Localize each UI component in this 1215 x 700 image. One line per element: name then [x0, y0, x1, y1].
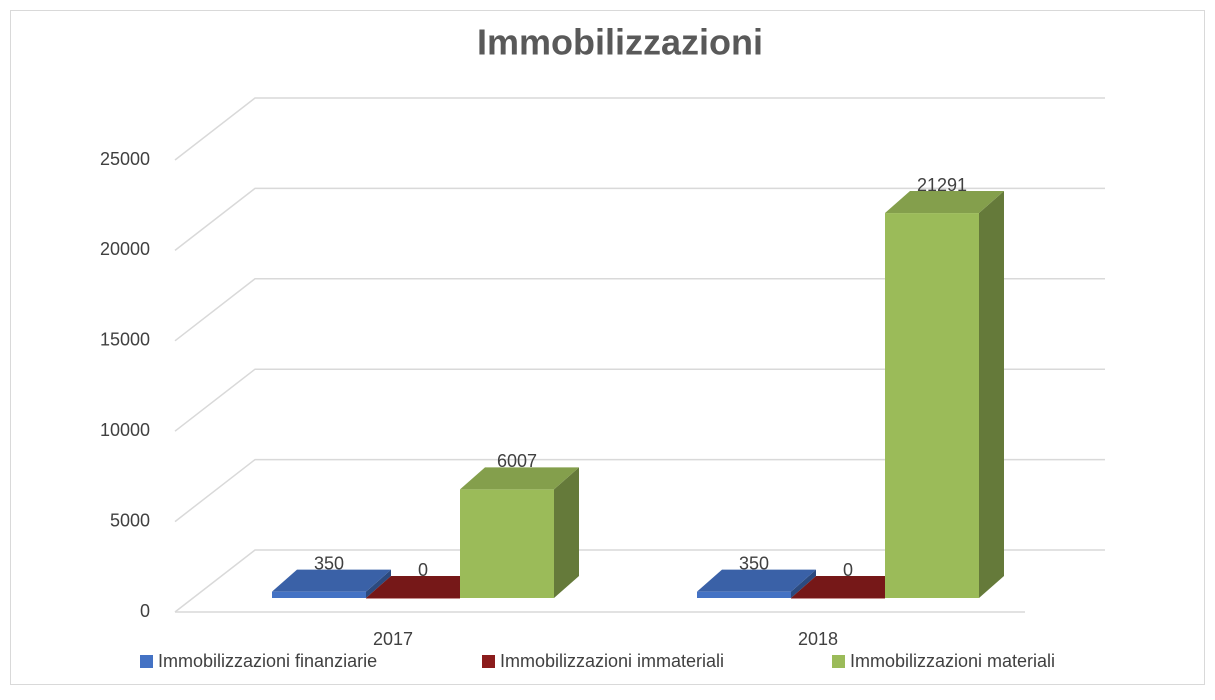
bar-top [885, 191, 1004, 214]
y-tick-label: 5000 [110, 510, 150, 530]
data-label: 350 [314, 553, 344, 573]
legend-label: Immobilizzazioni immateriali [500, 651, 724, 671]
bar [366, 598, 460, 599]
data-label: 21291 [917, 175, 967, 195]
y-tick-label: 0 [140, 601, 150, 621]
bar [791, 598, 885, 599]
chart-border [10, 10, 1205, 685]
grid-line [174, 368, 1105, 432]
bar-side [791, 569, 816, 598]
x-tick-label: 2017 [373, 629, 413, 649]
legend-marker [482, 655, 495, 668]
bar-top [366, 576, 485, 598]
data-label: 0 [418, 560, 428, 580]
y-tick-label: 25000 [100, 149, 150, 169]
bar-top [791, 576, 910, 598]
bar [885, 213, 979, 598]
bar-top [460, 467, 579, 490]
bar-side [366, 569, 391, 598]
y-tick-label: 10000 [100, 420, 150, 440]
bar-side [979, 191, 1004, 598]
bar-top [272, 569, 391, 592]
legend-marker [140, 655, 153, 668]
y-tick-label: 20000 [100, 239, 150, 259]
bar [460, 489, 554, 598]
bar [272, 591, 366, 598]
grid-line [174, 187, 1105, 251]
bar-side [554, 467, 579, 598]
legend-label: Immobilizzazioni finanziarie [158, 651, 377, 671]
bar-top [697, 569, 816, 592]
grid-line [174, 549, 1105, 613]
grid-line [174, 278, 1105, 342]
bar [697, 591, 791, 598]
x-tick-label: 2018 [798, 629, 838, 649]
grid-line [174, 458, 1105, 523]
legend-marker [832, 655, 845, 668]
data-label: 0 [843, 560, 853, 580]
grid-line [174, 97, 1105, 161]
chart-title: Immobilizzazioni [477, 22, 763, 63]
data-label: 350 [739, 553, 769, 573]
y-tick-label: 15000 [100, 330, 150, 350]
data-label: 6007 [497, 451, 537, 471]
legend-label: Immobilizzazioni materiali [850, 651, 1055, 671]
